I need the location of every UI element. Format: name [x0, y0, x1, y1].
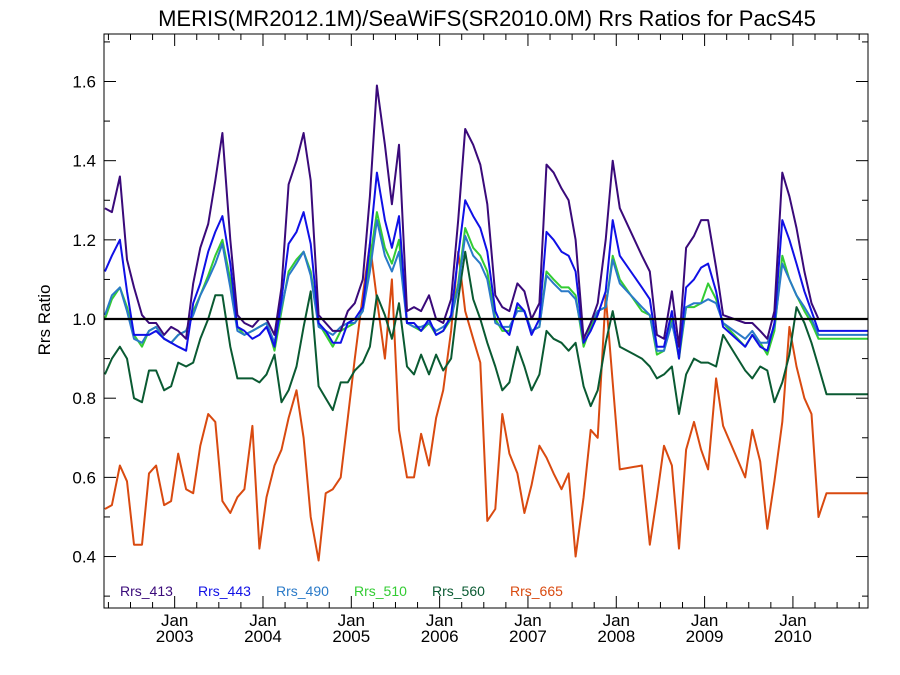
x-tick-year-label: 2009 — [686, 627, 724, 646]
x-tick-year-label: 2008 — [597, 627, 635, 646]
x-tick-month-label: Jan — [514, 611, 541, 630]
legend-label-rrs-510: Rrs_510 — [354, 583, 407, 599]
legend-label-rrs-560: Rrs_560 — [432, 583, 485, 599]
series-line-rrs-665 — [104, 242, 868, 562]
y-tick-label: 0.8 — [72, 389, 96, 408]
x-tick-year-label: 2003 — [156, 627, 194, 646]
plot-frame — [103, 33, 869, 609]
y-tick-label: 0.6 — [72, 468, 96, 487]
x-tick-month-label: Jan — [249, 611, 276, 630]
legend: Rrs_413 Rrs_443 Rrs_490 Rrs_510 Rrs_560 Rrs_6… — [120, 583, 563, 599]
y-tick-label: 1.2 — [72, 231, 96, 250]
x-tick-month-label: Jan — [338, 611, 365, 630]
x-tick-month-label: Jan — [603, 611, 630, 630]
x-tick-year-label: 2004 — [244, 627, 282, 646]
x-tick-year-label: 2007 — [509, 627, 547, 646]
series-line-rrs-443 — [103, 171, 868, 360]
x-tick-month-label: Jan — [691, 611, 718, 630]
series-line-rrs-560 — [103, 250, 868, 415]
legend-label-rrs-443: Rrs_443 — [198, 583, 251, 599]
x-tick-month-label: Jan — [426, 611, 453, 630]
legend-label-rrs-490: Rrs_490 — [276, 583, 329, 599]
y-tick-label: 1.0 — [72, 310, 96, 329]
y-tick-label: 1.6 — [72, 73, 96, 92]
chart-title: MERIS(MR2012.1M)/SeaWiFS(SR2010.0M) Rrs … — [158, 6, 816, 31]
series-line-rrs-490 — [103, 219, 868, 356]
axes-ticks: 0.40.60.81.01.21.41.6Jan2003Jan2004Jan20… — [72, 34, 868, 646]
x-tick-year-label: 2005 — [332, 627, 370, 646]
y-tick-label: 1.4 — [72, 152, 96, 171]
data-series — [103, 84, 868, 562]
x-tick-year-label: 2010 — [774, 627, 812, 646]
x-tick-month-label: Jan — [779, 611, 806, 630]
legend-label-rrs-413: Rrs_413 — [120, 583, 173, 599]
series-line-rrs-413 — [104, 84, 868, 348]
x-tick-year-label: 2006 — [421, 627, 459, 646]
y-tick-label: 0.4 — [72, 548, 96, 567]
x-tick-month-label: Jan — [161, 611, 188, 630]
legend-label-rrs-665: Rrs_665 — [510, 583, 563, 599]
y-axis-label: Rrs Ratio — [35, 285, 54, 356]
